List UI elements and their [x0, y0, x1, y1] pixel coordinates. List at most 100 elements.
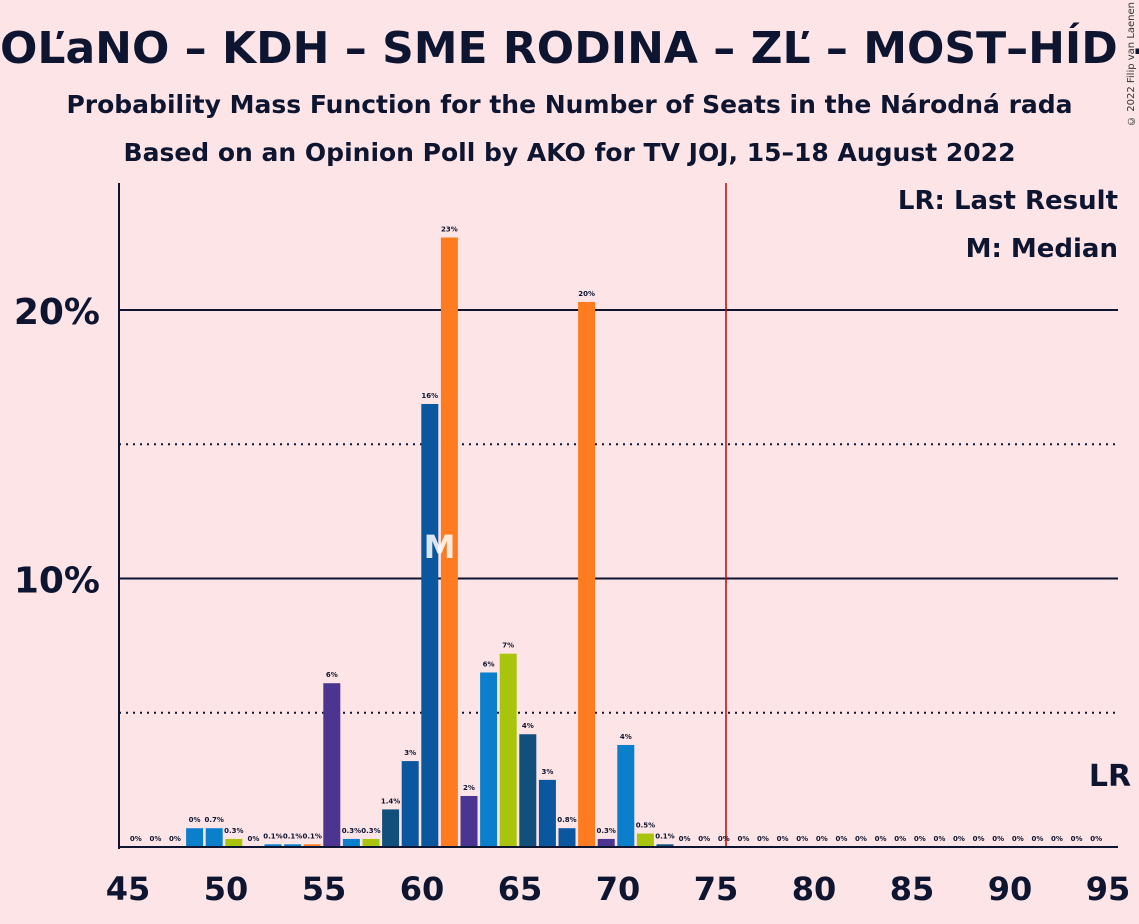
bar-value-label: 0%: [169, 835, 181, 843]
bar-value-label: 3%: [541, 768, 553, 776]
bar-value-label: 0.1%: [263, 832, 282, 840]
bar: [480, 672, 498, 847]
bar-value-label: 0.1%: [302, 832, 321, 840]
bar: [401, 761, 419, 847]
bar: [538, 779, 556, 847]
bar-value-label: 0.3%: [596, 827, 615, 835]
bar-value-label: 0%: [1031, 835, 1043, 843]
bar-value-label: 0%: [855, 835, 867, 843]
bar-value-label: 0%: [718, 835, 730, 843]
bars-group: [186, 237, 674, 847]
bar-labels-group: 0% 0% 0%0% 0.7%0.3%0% 0.1% 0.1% 0.1%6%0.3% 0.3%…: [130, 226, 1131, 843]
bar-value-label: 6%: [483, 660, 495, 668]
bar-value-label: 0%: [835, 835, 847, 843]
bar-value-label: 0%: [130, 835, 142, 843]
bar-value-label: 0.7%: [204, 816, 223, 824]
bar-value-label: 0%: [698, 835, 710, 843]
bar: [303, 844, 321, 847]
bar-value-label: 0%: [1012, 835, 1024, 843]
axes-group: 10% 20% 45 50 55 60 65 70 75 80 85 90 95: [14, 183, 1130, 908]
chart-title: OĽaNO – KDH – SME RODINA – ZĽ – MOST–HÍD…: [0, 23, 1139, 74]
bar: [499, 653, 517, 847]
bar-value-label: 0%: [1071, 835, 1083, 843]
bar: [362, 838, 380, 847]
bar-value-label: 3%: [404, 749, 416, 757]
bar-value-label: 0%: [992, 835, 1004, 843]
x-tick-label: 65: [498, 870, 543, 908]
bar-value-label: 23%: [441, 226, 458, 234]
bar: [558, 828, 576, 847]
bar-value-label: 0%: [914, 835, 926, 843]
bar-value-label: 0%: [247, 835, 259, 843]
bar-value-label: 4%: [522, 722, 534, 730]
bar-value-label: 0.3%: [342, 827, 361, 835]
bar: [460, 795, 478, 847]
bar-value-label: 0%: [149, 835, 161, 843]
bar-value-label: 7%: [502, 642, 514, 650]
bar: [656, 844, 674, 847]
median-marker: M: [424, 528, 456, 566]
bar-value-label: 0.8%: [557, 816, 576, 824]
x-tick-label: 55: [302, 870, 347, 908]
bar-value-label: 0%: [737, 835, 749, 843]
bar-value-label: 6%: [326, 671, 338, 679]
bar-value-label: 0%: [894, 835, 906, 843]
bar: [578, 301, 596, 847]
bar: [519, 734, 537, 847]
y-tick-label: 20%: [14, 292, 100, 333]
bar: [342, 838, 360, 847]
bar-value-label: 0.3%: [224, 827, 243, 835]
bar-value-label: 0%: [796, 835, 808, 843]
legend-median: M: Median: [966, 234, 1118, 264]
legend: LR: Last Result M: Median: [898, 186, 1118, 264]
bar-value-label: 20%: [578, 290, 595, 298]
gridlines: [119, 183, 1118, 847]
bar-value-label: 0.5%: [636, 822, 655, 830]
bar: [284, 844, 302, 847]
bar-value-label: 0%: [875, 835, 887, 843]
legend-last-result: LR: Last Result: [898, 186, 1118, 216]
bar: [205, 828, 223, 847]
chart-subtitle: Probability Mass Function for the Number…: [66, 90, 1073, 119]
bar-value-label: 0%: [757, 835, 769, 843]
bar: [323, 683, 341, 847]
bar-value-label: 2%: [463, 784, 475, 792]
bar: [225, 838, 243, 847]
bar-value-label: 0%: [189, 816, 201, 824]
x-tick-label: 90: [988, 870, 1033, 908]
bar-value-label: 0%: [973, 835, 985, 843]
x-tick-label: 45: [106, 870, 151, 908]
bar-value-label: 0.3%: [361, 827, 380, 835]
bar-value-label: 16%: [421, 392, 438, 400]
bar-value-label: 0%: [1051, 835, 1063, 843]
last-result-marker: LR: [1089, 759, 1131, 794]
y-tick-label: 10%: [14, 561, 100, 602]
bar-value-label: 0%: [679, 835, 691, 843]
bar: [636, 833, 654, 847]
bar-value-label: 0%: [1090, 835, 1102, 843]
x-tick-label: 70: [596, 870, 641, 908]
bar-value-label: 0.1%: [655, 832, 674, 840]
bar-value-label: 0.1%: [283, 832, 302, 840]
x-tick-label: 60: [400, 870, 445, 908]
bar-value-label: 0%: [816, 835, 828, 843]
x-tick-label: 95: [1086, 870, 1131, 908]
bar: [597, 838, 615, 847]
bar-value-label: 0%: [933, 835, 945, 843]
x-tick-label: 75: [694, 870, 739, 908]
bar: [440, 237, 458, 847]
bar: [421, 403, 439, 847]
x-tick-label: 50: [204, 870, 249, 908]
bar: [382, 809, 400, 847]
bar-value-label: 0%: [777, 835, 789, 843]
chart-source: Based on an Opinion Poll by AKO for TV J…: [123, 138, 1016, 167]
bar-value-label: 4%: [620, 733, 632, 741]
bar: [617, 744, 635, 847]
bar: [186, 828, 204, 847]
bar-value-label: 1.4%: [381, 797, 400, 805]
bar-value-label: 0%: [953, 835, 965, 843]
x-tick-label: 85: [890, 870, 935, 908]
x-tick-label: 80: [792, 870, 837, 908]
bar: [264, 844, 282, 847]
